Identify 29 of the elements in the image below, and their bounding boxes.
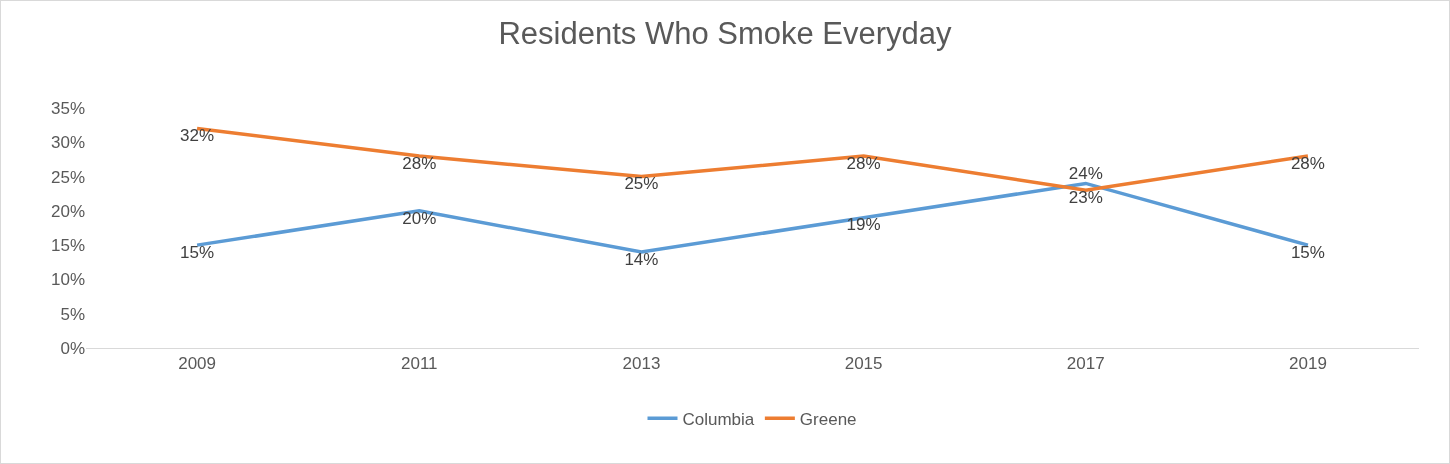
- data-label: 25%: [624, 174, 659, 194]
- chart-title: Residents Who Smoke Everyday: [498, 16, 953, 52]
- x-tick-label: 2019: [1289, 354, 1327, 374]
- data-label: 32%: [180, 126, 215, 146]
- legend-label: Columbia: [682, 409, 755, 429]
- y-tick-label: 10%: [50, 270, 85, 290]
- x-tick-label: 2017: [1066, 354, 1105, 374]
- y-tick-label: 0%: [60, 338, 85, 358]
- data-label: 23%: [1068, 188, 1103, 208]
- data-label: 20%: [402, 208, 437, 228]
- data-label: 24%: [1068, 164, 1103, 184]
- data-label: 28%: [846, 153, 881, 173]
- data-label: 15%: [1290, 242, 1325, 262]
- y-tick-label: 5%: [60, 304, 85, 324]
- y-tick-label: 35%: [50, 98, 85, 118]
- y-tick-label: 20%: [50, 201, 85, 221]
- x-tick-label: 2009: [178, 354, 216, 374]
- y-tick-label: 30%: [50, 133, 85, 153]
- x-tick-label: 2015: [844, 354, 883, 374]
- legend-label: Greene: [799, 409, 857, 429]
- data-label: 14%: [624, 249, 659, 269]
- x-tick-label: 2011: [400, 354, 438, 374]
- data-label: 28%: [1290, 153, 1325, 173]
- data-label: 19%: [846, 215, 881, 235]
- data-label: 15%: [180, 242, 215, 262]
- y-tick-label: 15%: [50, 236, 85, 256]
- x-tick-label: 2013: [622, 354, 661, 374]
- data-label: 28%: [402, 153, 437, 173]
- y-tick-label: 25%: [50, 167, 85, 187]
